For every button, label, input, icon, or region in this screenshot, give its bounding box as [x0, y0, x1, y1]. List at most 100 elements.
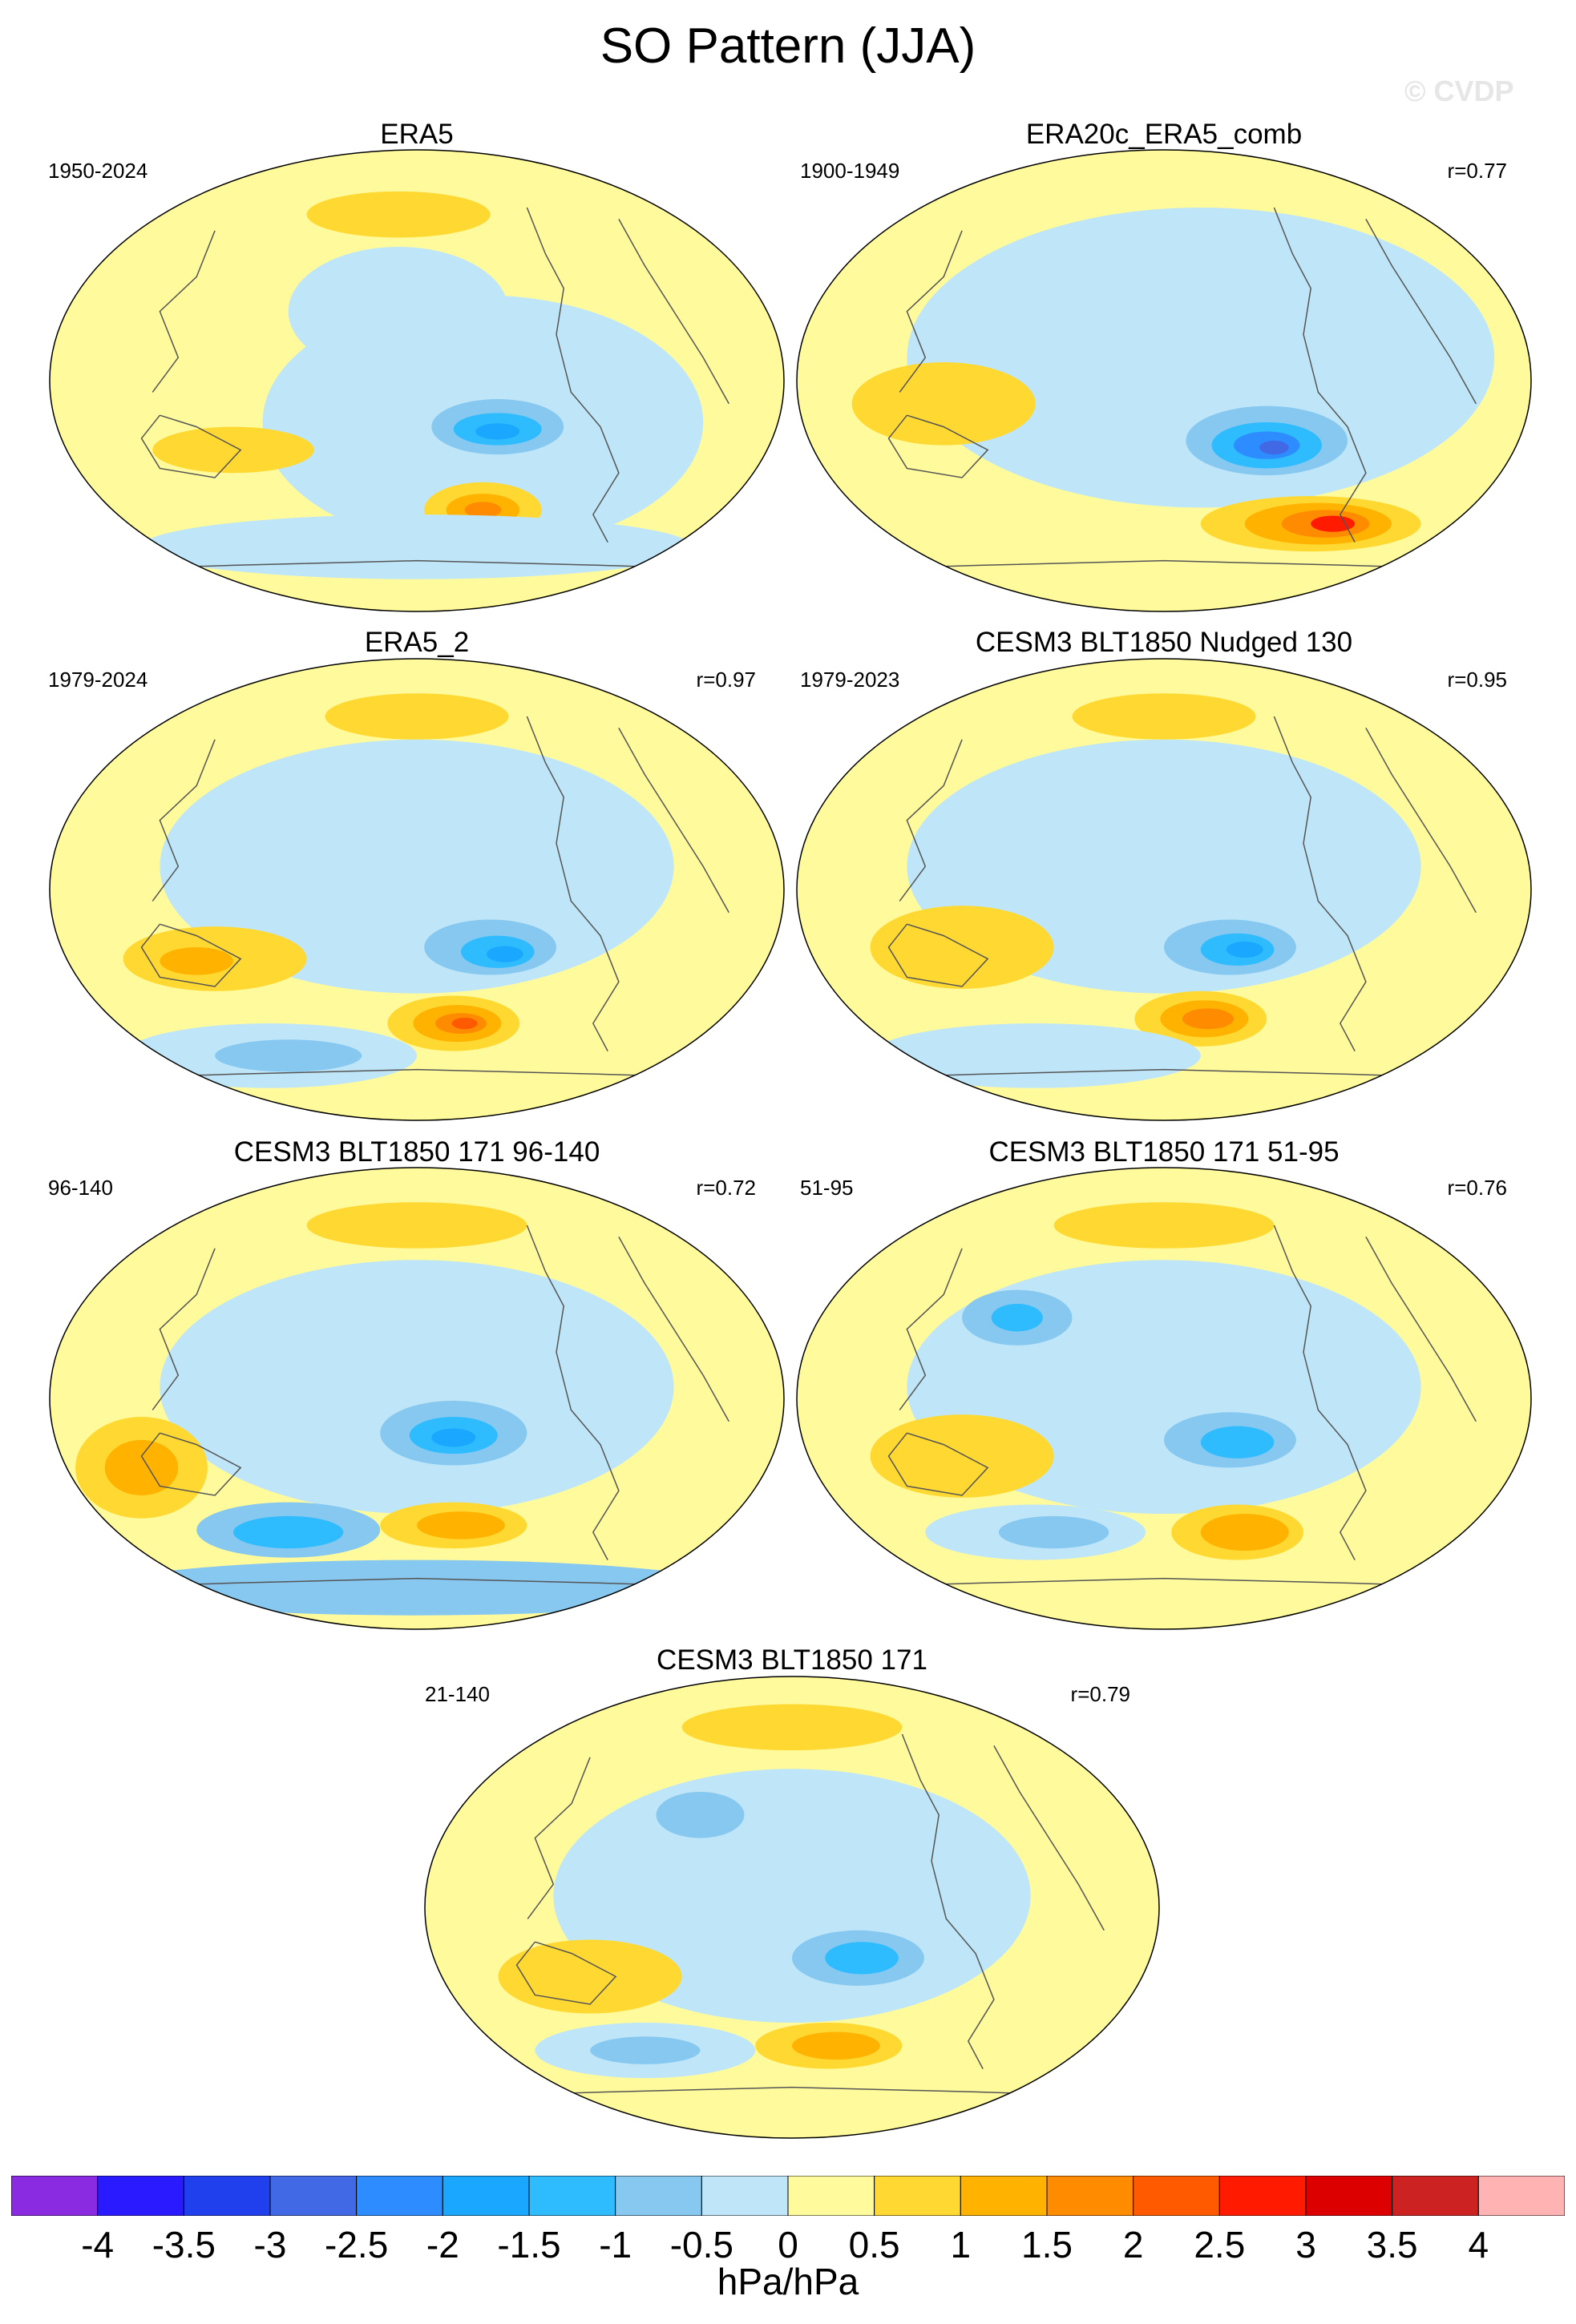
- coastline: [1365, 728, 1477, 914]
- map-outline: [49, 1167, 785, 1630]
- colorbar-tick-label: 1: [950, 2224, 972, 2265]
- colorbar-swatch: [701, 2176, 789, 2216]
- anomaly-contour: [451, 1017, 478, 1030]
- colorbar-tick-label: 0.5: [848, 2224, 900, 2265]
- anomaly-contour: [431, 1428, 476, 1447]
- anomaly-contour: [1072, 693, 1256, 740]
- coastline: [152, 739, 216, 902]
- map-panel-4: [796, 658, 1532, 1121]
- map-outline: [49, 658, 785, 1121]
- panel-period: 21-140: [425, 1682, 490, 1706]
- anomaly-contour: [870, 1023, 1201, 1088]
- panel-period: 1979-2023: [800, 668, 900, 692]
- panel-period: 1900-1949: [800, 159, 900, 183]
- map-panel-6: [796, 1167, 1532, 1630]
- map-outline: [796, 1167, 1532, 1630]
- anomaly-contour: [141, 514, 693, 579]
- colorbar-swatch: [1477, 2176, 1565, 2216]
- coastline: [140, 414, 242, 478]
- anomaly-contour: [590, 2036, 701, 2064]
- colorbar-tick-label: 3.5: [1366, 2224, 1418, 2265]
- colorbar-tick-label: 2: [1122, 2224, 1144, 2265]
- coastline: [527, 1757, 591, 1919]
- coastline: [152, 230, 216, 393]
- panel-correlation: r=0.76: [1447, 1176, 1507, 1200]
- watermark: © CVDP: [1404, 75, 1514, 107]
- coastline: [152, 1248, 216, 1410]
- anomaly-contour: [104, 1439, 179, 1495]
- coastline: [526, 716, 620, 1051]
- colorbar-tick-label: -3: [253, 2224, 287, 2265]
- panel-title: CESM3 BLT1850 Nudged 130: [975, 627, 1353, 658]
- anomaly-contour: [1200, 1426, 1275, 1459]
- colorbar-swatch: [269, 2176, 358, 2216]
- anomaly-contour: [870, 1414, 1054, 1498]
- coastline: [887, 923, 989, 987]
- anomaly-contour: [791, 2031, 880, 2060]
- anomaly-contour: [681, 1704, 903, 1751]
- colorbar-swatch: [183, 2176, 271, 2216]
- colorbar-tick-label: -3.5: [152, 2224, 216, 2265]
- anomaly-contour: [656, 1792, 745, 1838]
- anomaly-contour: [233, 1515, 344, 1549]
- colorbar-tick-label: -1: [599, 2224, 632, 2265]
- anomaly-contour: [851, 361, 1036, 446]
- colorbar-tick-label: 3: [1295, 2224, 1316, 2265]
- coastline: [1365, 219, 1477, 405]
- anomaly-contour: [160, 947, 233, 975]
- map-outline: [49, 149, 785, 612]
- colorbar-tick-label: -1.5: [497, 2224, 561, 2265]
- anomaly-contour: [104, 1559, 729, 1616]
- coastline: [899, 230, 963, 393]
- colorbar-units: hPa/hPa: [717, 2261, 859, 2302]
- anomaly-contour: [870, 906, 1054, 989]
- coastline: [901, 1733, 995, 2069]
- anomaly-contour: [475, 423, 520, 440]
- panel-title: ERA20c_ERA5_comb: [1025, 119, 1303, 150]
- panel-period: 1950-2024: [48, 159, 148, 183]
- colorbar-tick-label: -0.5: [669, 2224, 733, 2265]
- map-panel-2: [796, 149, 1532, 612]
- coastline: [526, 1225, 620, 1560]
- map-outline: [424, 1676, 1160, 2139]
- coastline: [1365, 1237, 1477, 1422]
- anomaly-contour: [998, 1515, 1109, 1549]
- anomaly-contour: [1053, 1202, 1275, 1249]
- map-panel-3: [49, 658, 785, 1121]
- coastline: [515, 1941, 617, 2005]
- colorbar-swatch: [1046, 2176, 1134, 2216]
- colorbar-tick-label: 1.5: [1021, 2224, 1073, 2265]
- panel-period: 96-140: [48, 1176, 113, 1200]
- map-panel-7: [424, 1676, 1160, 2139]
- anomaly-contour: [215, 1039, 362, 1072]
- map-outline: [796, 149, 1532, 612]
- colorbar-swatch: [1392, 2176, 1479, 2216]
- map-panel-5: [49, 1167, 785, 1630]
- colorbar-swatch: [442, 2176, 530, 2216]
- panel-title: CESM3 BLT1850 171: [657, 1644, 927, 1676]
- anomaly-contour: [152, 426, 314, 474]
- colorbar-tick-label: -2: [426, 2224, 459, 2265]
- coastline: [140, 923, 242, 987]
- anomaly-contour: [1226, 941, 1263, 958]
- anomaly-contour: [1311, 515, 1356, 532]
- anomaly-contour: [325, 693, 509, 740]
- panel-correlation: r=0.79: [1070, 1682, 1130, 1706]
- panel-correlation: r=0.97: [696, 668, 756, 692]
- coastline: [1273, 207, 1367, 543]
- anomaly-contour: [160, 1260, 674, 1514]
- panel-title: ERA5: [380, 119, 454, 150]
- anomaly-contour: [306, 1202, 527, 1249]
- coastline: [526, 207, 620, 543]
- anomaly-contour: [1200, 1514, 1289, 1551]
- anomaly-contour: [825, 1942, 899, 1975]
- anomaly-contour: [160, 739, 674, 994]
- colorbar-swatch: [528, 2176, 616, 2216]
- colorbar-swatch: [1218, 2176, 1307, 2216]
- anomaly-contour: [991, 1303, 1043, 1332]
- colorbar: [11, 2176, 1565, 2216]
- coastline: [618, 219, 729, 405]
- anomaly-contour: [417, 1511, 505, 1539]
- colorbar-tick-label: 4: [1468, 2224, 1489, 2265]
